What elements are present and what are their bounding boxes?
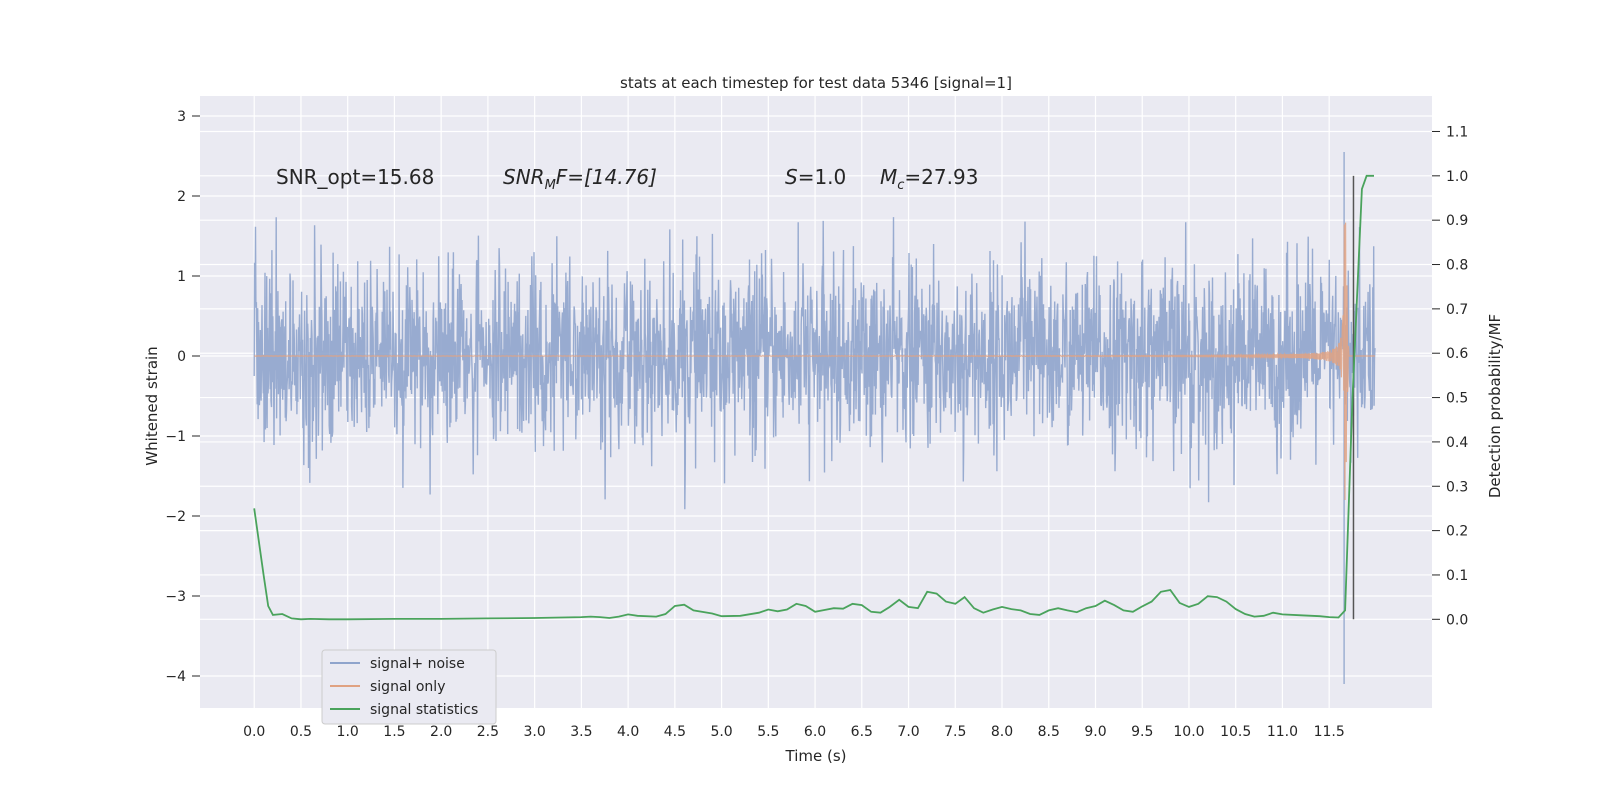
- right-y-tick-label: 0.7: [1446, 302, 1468, 318]
- legend-label-signal-only: signal only: [370, 679, 445, 695]
- right-y-tick-label: 0.4: [1446, 435, 1468, 451]
- right-y-axis-label: Detection probability/MF: [1486, 314, 1504, 498]
- annotation-s: S=1.0: [785, 165, 846, 189]
- legend: signal+ noise signal only signal statist…: [321, 649, 497, 725]
- x-tick-label: 10.0: [1173, 724, 1204, 740]
- right-y-tick-label: 1.0: [1446, 169, 1468, 185]
- y-tick-label: 3: [177, 109, 186, 125]
- x-tick-label: 2.0: [430, 724, 452, 740]
- x-tick-label: 0.0: [243, 724, 265, 740]
- right-y-tick-label: 0.3: [1446, 479, 1468, 495]
- y-tick-label: −2: [165, 509, 186, 525]
- plot-area-background: [200, 96, 1432, 708]
- x-tick-label: 3.0: [524, 724, 546, 740]
- x-tick-label: 9.0: [1084, 724, 1106, 740]
- x-axis-ticks: 0.0 0.5 1.0 1.5 2.0 2.5 3.0 3.5 4.0 4.5 5.0 5.5 6.0 6…: [243, 724, 1345, 740]
- x-tick-label: 1.0: [337, 724, 359, 740]
- y-tick-label: −3: [165, 589, 186, 605]
- x-tick-label: 6.0: [804, 724, 826, 740]
- series-signal-only: [254, 222, 1375, 501]
- x-tick-label: 2.5: [477, 724, 499, 740]
- annotation-snr-mf: SNRMF=[14.76]: [503, 165, 657, 193]
- x-tick-label: 11.0: [1267, 724, 1298, 740]
- annotation-mc: Mc=27.93: [880, 165, 978, 193]
- right-y-tick-label: 0.2: [1446, 524, 1468, 540]
- statistics-trace: [253, 174, 1374, 621]
- right-y-tick-label: 0.0: [1446, 612, 1468, 628]
- y-tick-label: −4: [165, 669, 186, 685]
- chart-title: stats at each timestep for test data 534…: [620, 74, 1012, 92]
- y-axis-label: Whitened strain: [143, 346, 161, 465]
- y-tick-label: 0: [177, 349, 186, 365]
- x-tick-label: 9.5: [1131, 724, 1153, 740]
- y-tick-label: 1: [177, 269, 186, 285]
- signal-trace: [254, 222, 1375, 501]
- right-y-tick-label: 1.1: [1446, 124, 1468, 140]
- legend-box: [321, 649, 497, 725]
- x-tick-label: 10.5: [1220, 724, 1251, 740]
- legend-label-signal-plus-noise: signal+ noise: [370, 656, 465, 672]
- right-y-axis-ticks: 1.1 1.0 0.9 0.8 0.7 0.6 0.5 0.4 0.3 0.2 0.1 0.0: [1432, 124, 1468, 628]
- x-tick-label: 7.0: [897, 724, 919, 740]
- right-y-tick-label: 0.6: [1446, 346, 1468, 362]
- x-tick-label: 5.5: [757, 724, 779, 740]
- x-tick-label: 8.5: [1038, 724, 1060, 740]
- x-tick-label: 11.5: [1314, 724, 1345, 740]
- y-tick-label: 2: [177, 189, 186, 205]
- right-y-tick-label: 0.8: [1446, 258, 1468, 274]
- x-tick-label: 7.5: [944, 724, 966, 740]
- legend-label-signal-statistics: signal statistics: [370, 702, 478, 718]
- right-y-tick-label: 0.9: [1446, 213, 1468, 229]
- y-tick-label: −1: [165, 429, 186, 445]
- x-axis-label: Time (s): [785, 747, 847, 765]
- x-tick-label: 4.5: [664, 724, 686, 740]
- x-tick-label: 1.5: [383, 724, 405, 740]
- x-tick-label: 4.0: [617, 724, 639, 740]
- x-tick-label: 3.5: [570, 724, 592, 740]
- annotation-snr-opt: SNR_opt=15.68: [276, 165, 434, 189]
- right-y-tick-label: 0.1: [1446, 568, 1468, 584]
- x-tick-label: 6.5: [851, 724, 873, 740]
- series-signal-statistics: [253, 174, 1374, 621]
- y-axis-ticks: 3 2 1 0 −1 −2 −3 −4: [165, 109, 200, 685]
- right-y-tick-label: 0.5: [1446, 391, 1468, 407]
- x-tick-label: 8.0: [991, 724, 1013, 740]
- x-tick-label: 5.0: [710, 724, 732, 740]
- x-tick-label: 0.5: [290, 724, 312, 740]
